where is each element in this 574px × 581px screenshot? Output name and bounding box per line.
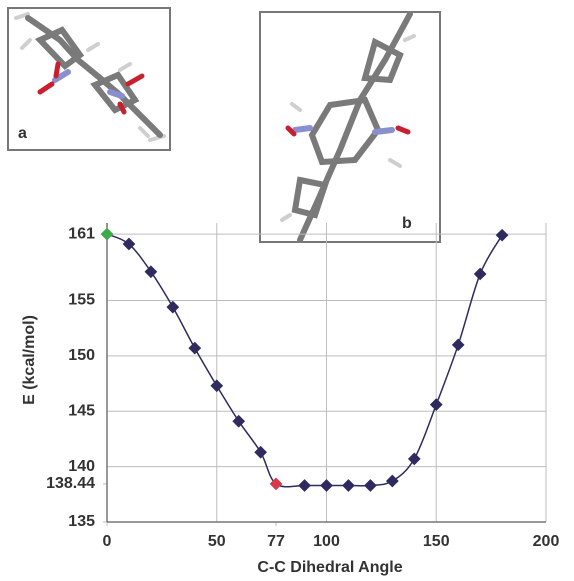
point [364,479,377,492]
y-tick-label: 161 [68,225,95,242]
point [430,398,443,411]
y-tick-label: 140 [68,458,95,475]
point [496,229,509,242]
point [320,479,333,492]
x-tick-label: 50 [208,533,226,550]
y-tick-label: 138.44 [46,475,95,492]
point [474,268,487,281]
point [166,301,179,314]
point [408,453,421,466]
chart: a b C-C Dihedral Angle E (kcal/mol) 135 1… [0,0,574,581]
point [386,475,399,488]
point [145,265,158,278]
inset-a: a [8,8,170,150]
y-tick-label: 150 [68,347,95,364]
inset-label: a [18,125,27,142]
line [107,234,502,487]
x-axis-title: C-C Dihedral Angle [257,559,402,576]
point [101,228,114,241]
point [298,479,311,492]
point [452,338,465,351]
y-axis-title: E (kcal/mol) [21,315,38,405]
point [342,479,355,492]
y-tick-label: 155 [68,292,95,309]
x-tick-label: 200 [533,533,560,550]
point [232,415,245,428]
y-tick-label: 135 [68,513,95,530]
x-tick-label: 77 [267,533,285,550]
point [188,342,201,355]
y-tick-label: 145 [68,402,95,419]
x-tick-label: 100 [313,533,340,550]
point [210,379,223,392]
x-tick-label: 0 [103,533,112,550]
x-tick-label: 150 [423,533,450,550]
point [254,446,267,459]
inset-label: b [402,215,412,232]
inset-b: b [260,12,440,242]
